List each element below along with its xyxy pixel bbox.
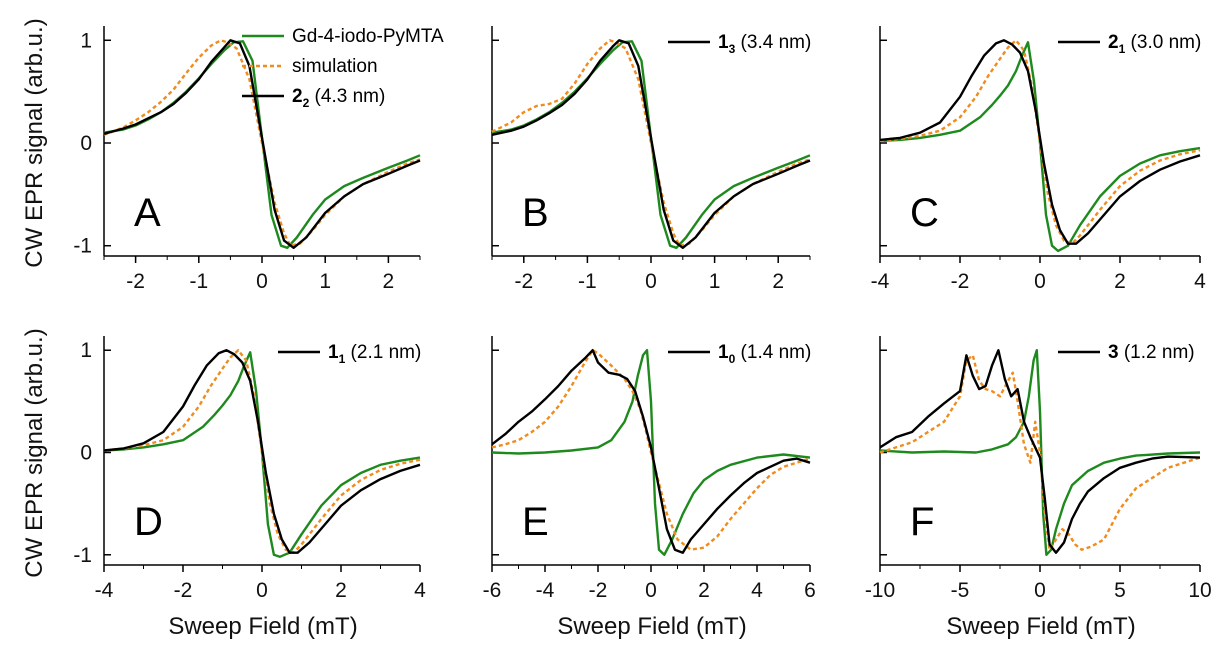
legend-label-sample: 22 (4.3 nm) — [292, 86, 385, 110]
x-tick-label: -5 — [951, 579, 970, 602]
x-tick-label: -4 — [536, 579, 555, 602]
legend-label-sample: 10 (1.4 nm) — [718, 342, 811, 366]
y-axis-title-top: CW EPR signal (arb.u.) — [21, 18, 48, 267]
x-tick-label: -10 — [865, 579, 895, 602]
y-tick-label: 1 — [80, 339, 92, 362]
x-tick-label: 0 — [645, 270, 657, 293]
series-line-gd-4-iodo-pymta — [879, 41, 1201, 253]
legend-label-sample: 3 (1.2 nm) — [1108, 342, 1195, 363]
x-tick-label: 5 — [1114, 579, 1126, 602]
series-line-sample — [491, 39, 811, 250]
panel-e: -6 -4 -2 0 2 4 6 E 10 (1.4 nm) — [483, 336, 816, 602]
x-tick-label: 4 — [1194, 270, 1206, 293]
legend-label-sample: 13 (3.4 nm) — [718, 32, 811, 56]
panel-c: -4 -2 0 2 4 C 21 (3.0 nm) — [871, 26, 1206, 293]
series-line-simulation — [103, 349, 421, 554]
x-tick-label: -2 — [951, 270, 970, 293]
panel-d: -4 -2 0 2 4 1 0 -1 D 11 (2.1 nm) — [73, 336, 426, 602]
x-tick-label: 0 — [1034, 579, 1046, 602]
x-tick-label: 0 — [1034, 270, 1046, 293]
series-line-sample — [103, 349, 421, 554]
panel-b: -2 -1 0 1 2 B 13 (3.4 nm) — [491, 26, 811, 293]
panel-letter: A — [134, 191, 161, 235]
x-axis-title-middle: Sweep Field (mT) — [557, 613, 746, 640]
panel-letter: D — [134, 500, 163, 544]
series-line-gd-4-iodo-pymta — [103, 351, 421, 558]
x-tick-label: -1 — [189, 270, 208, 293]
x-tick-label: 2 — [335, 579, 347, 602]
legend-label-sample: 11 (2.1 nm) — [328, 342, 421, 366]
legend-label-sample: 21 (3.0 nm) — [1108, 32, 1201, 56]
x-axis-title-right: Sweep Field (mT) — [946, 613, 1135, 640]
series-line-sample — [879, 349, 1201, 554]
x-tick-label: 2 — [698, 579, 710, 602]
series-line-sample — [491, 349, 811, 554]
panel-letter: B — [522, 191, 549, 235]
x-tick-label: 10 — [1188, 579, 1211, 602]
series-line-sample — [879, 39, 1201, 245]
legend-label: simulation — [292, 56, 378, 77]
x-tick-label: 2 — [383, 270, 395, 293]
x-tick-label: -2 — [589, 579, 608, 602]
series-line-simulation — [491, 39, 811, 247]
x-tick-label: -6 — [483, 579, 502, 602]
panel-letter: E — [522, 500, 549, 544]
x-tick-label: -2 — [126, 270, 145, 293]
x-axis-title-left: Sweep Field (mT) — [168, 613, 357, 640]
x-tick-label: 0 — [256, 579, 268, 602]
x-tick-label: -4 — [871, 270, 890, 293]
x-tick-label: -2 — [174, 579, 193, 602]
panel-letter: F — [910, 500, 934, 544]
y-tick-label: 1 — [80, 29, 92, 52]
y-tick-label: -1 — [73, 235, 92, 258]
x-tick-label: 4 — [751, 579, 763, 602]
y-axis-title-bottom: CW EPR signal (arb.u.) — [21, 328, 48, 577]
panel-letter: C — [910, 191, 939, 235]
panel-f: -10 -5 0 5 10 F 3 (1.2 nm) — [865, 336, 1212, 602]
x-tick-label: 1 — [319, 270, 331, 293]
x-tick-label: -4 — [95, 579, 114, 602]
panel-a: -2 -1 0 1 2 1 0 -1 A Gd-4-iodo-PyMTA simulation 22 … — [73, 26, 444, 293]
legend-label: Gd-4-iodo-PyMTA — [292, 26, 444, 47]
x-tick-label: 6 — [804, 579, 816, 602]
series-line-sample — [103, 39, 421, 250]
x-tick-label: 1 — [709, 270, 721, 293]
y-tick-label: 0 — [80, 442, 92, 465]
x-tick-label: 2 — [1114, 270, 1126, 293]
x-tick-label: 0 — [256, 270, 268, 293]
x-tick-label: 4 — [414, 579, 426, 602]
x-tick-label: 0 — [645, 579, 657, 602]
y-tick-label: -1 — [73, 544, 92, 567]
y-tick-label: 0 — [80, 132, 92, 155]
x-tick-label: -1 — [578, 270, 597, 293]
x-tick-label: 2 — [772, 270, 784, 293]
x-tick-label: -2 — [514, 270, 533, 293]
